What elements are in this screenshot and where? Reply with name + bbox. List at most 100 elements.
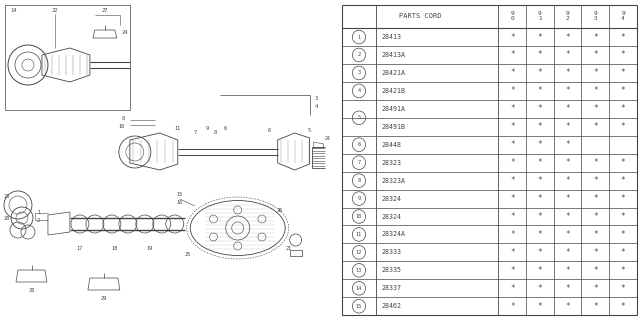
Text: *: * [510,248,515,257]
Text: 8: 8 [122,116,125,121]
Text: 12: 12 [356,250,362,255]
Text: *: * [538,86,542,95]
Text: 4: 4 [357,88,360,93]
Text: 7: 7 [357,160,360,165]
Text: 28421B: 28421B [381,88,406,94]
Text: 14: 14 [11,7,17,12]
Text: 15: 15 [356,304,362,309]
Text: *: * [621,158,625,167]
Text: 5: 5 [308,127,311,132]
Text: 28335: 28335 [381,267,401,273]
Text: 11: 11 [356,232,362,237]
Text: *: * [538,212,542,221]
Text: *: * [565,194,570,203]
Text: 6: 6 [268,127,271,132]
Text: *: * [565,212,570,221]
Text: *: * [565,158,570,167]
Text: 21: 21 [285,245,292,251]
Text: *: * [565,33,570,42]
Text: 2: 2 [357,52,360,58]
Text: 28323: 28323 [381,160,401,166]
Text: *: * [565,284,570,293]
Text: *: * [565,266,570,275]
Text: 9
1: 9 1 [538,12,541,21]
Text: 23: 23 [4,195,10,199]
Text: 4: 4 [315,103,318,108]
Text: 28491B: 28491B [381,124,406,130]
Text: *: * [593,302,598,311]
Text: *: * [538,51,542,60]
Text: *: * [593,230,598,239]
Text: 28333: 28333 [381,249,401,255]
Text: 11: 11 [175,125,181,131]
Text: *: * [538,122,542,131]
Text: 15: 15 [177,193,183,197]
Text: *: * [565,86,570,95]
Text: *: * [510,104,515,113]
Text: *: * [621,194,625,203]
Text: 10: 10 [356,214,362,219]
Text: 26: 26 [276,207,283,212]
Text: 17: 17 [77,245,83,251]
Text: 28421A: 28421A [381,70,406,76]
Text: *: * [565,122,570,131]
Text: 18: 18 [112,245,118,251]
Text: 7: 7 [193,130,196,134]
Text: *: * [510,122,515,131]
Text: 28413A: 28413A [381,52,406,58]
Text: *: * [621,266,625,275]
Text: *: * [593,158,598,167]
Text: *: * [510,140,515,149]
Text: *: * [538,302,542,311]
Text: *: * [621,176,625,185]
Text: 27: 27 [102,7,108,12]
Text: *: * [565,104,570,113]
Text: 9
2: 9 2 [566,12,570,21]
Text: *: * [593,248,598,257]
Text: 1: 1 [37,211,40,215]
Text: 6: 6 [223,125,227,131]
Text: *: * [565,302,570,311]
Text: 22: 22 [52,7,58,12]
Text: 1: 1 [357,35,360,40]
Text: *: * [538,230,542,239]
Text: 28324: 28324 [381,196,401,202]
Text: *: * [510,284,515,293]
Text: 16: 16 [177,199,183,204]
Text: 5: 5 [357,115,360,120]
Text: *: * [565,140,570,149]
Text: *: * [538,104,542,113]
Text: 3: 3 [357,70,360,76]
Text: 28413: 28413 [381,34,401,40]
Text: *: * [565,68,570,77]
Text: *: * [593,68,598,77]
Text: *: * [510,230,515,239]
Text: 9
4: 9 4 [621,12,625,21]
Text: *: * [565,176,570,185]
Text: *: * [510,86,515,95]
Text: *: * [593,284,598,293]
Text: *: * [510,302,515,311]
Text: *: * [621,302,625,311]
Text: 28462: 28462 [381,303,401,309]
Text: *: * [510,33,515,42]
Text: *: * [538,284,542,293]
Text: *: * [593,51,598,60]
Text: *: * [621,122,625,131]
Text: *: * [538,176,542,185]
Text: 6: 6 [357,142,360,147]
Text: *: * [565,51,570,60]
Text: 28337: 28337 [381,285,401,291]
Text: *: * [538,194,542,203]
Text: 29: 29 [100,295,107,300]
Text: *: * [621,284,625,293]
Text: *: * [538,158,542,167]
Text: *: * [621,104,625,113]
Text: *: * [510,176,515,185]
Text: 2: 2 [37,218,40,222]
Text: *: * [510,266,515,275]
Text: 28323A: 28323A [381,178,406,184]
Text: *: * [593,266,598,275]
Text: *: * [593,212,598,221]
Text: 9
0: 9 0 [510,12,514,21]
